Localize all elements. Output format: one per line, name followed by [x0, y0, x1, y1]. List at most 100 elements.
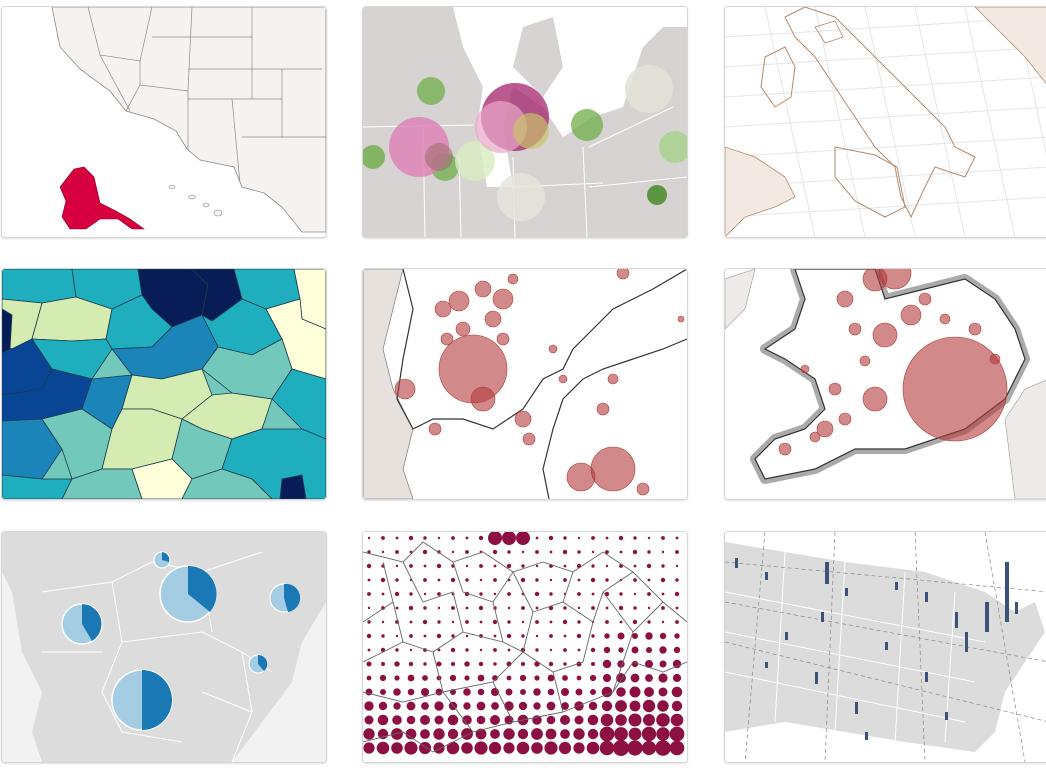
density-dot — [517, 728, 529, 740]
density-dot — [381, 620, 385, 624]
density-dot — [520, 577, 526, 583]
density-dot — [367, 606, 371, 610]
density-dot — [436, 563, 442, 569]
density-dot — [393, 702, 401, 710]
density-dot — [604, 591, 610, 597]
density-dot — [409, 634, 413, 638]
density-dot — [394, 591, 400, 597]
density-dot — [506, 563, 512, 569]
density-dot — [478, 605, 484, 611]
density-dot — [588, 701, 598, 711]
density-dot — [436, 661, 442, 667]
density-dot — [661, 606, 665, 610]
density-dot — [367, 536, 371, 540]
density-dot — [404, 741, 418, 755]
bubble-map-region — [363, 269, 687, 499]
density-dot — [437, 592, 441, 596]
density-dot — [521, 620, 525, 624]
map-thumbnail-proportional-bubbles[interactable] — [362, 268, 688, 500]
density-dot — [423, 662, 427, 666]
density-dot — [549, 620, 553, 624]
density-dot — [577, 592, 581, 596]
density-dot — [475, 728, 487, 740]
density-dot — [436, 633, 442, 639]
density-dot — [605, 606, 609, 610]
great-lakes-bubble-map — [363, 7, 687, 237]
density-dot — [643, 714, 655, 726]
map-thumbnail-italy-graticule[interactable] — [724, 6, 1046, 238]
density-dot — [422, 619, 428, 625]
density-dot — [645, 632, 653, 640]
density-dot — [534, 675, 540, 681]
density-dot — [461, 742, 473, 754]
density-dot — [533, 702, 541, 710]
density-dot — [363, 728, 375, 740]
density-dot — [659, 632, 667, 640]
density-dot — [379, 674, 387, 682]
density-dot — [603, 646, 611, 654]
density-dot — [591, 564, 595, 568]
density-dot — [647, 592, 651, 596]
density-dot — [433, 728, 445, 740]
density-dot — [675, 620, 679, 624]
density-dot — [591, 592, 595, 596]
density-dot — [407, 674, 415, 682]
density-dot — [367, 620, 371, 624]
density-dot — [605, 620, 609, 624]
density-dot — [395, 606, 399, 610]
us-spike-map — [725, 532, 1046, 762]
map-thumbnail-us-3d-bars[interactable] — [724, 531, 1046, 763]
density-dot — [629, 686, 641, 698]
density-dot — [393, 688, 401, 696]
map-thumbnail-uk-bubbles[interactable] — [724, 268, 1046, 500]
spike-bars — [735, 558, 1018, 740]
density-dot — [547, 688, 555, 696]
density-dot — [661, 536, 665, 540]
dot-grid-map — [363, 532, 687, 762]
density-dot — [421, 702, 429, 710]
density-dot — [381, 592, 385, 596]
map-thumbnail-great-lakes-bubbles[interactable] — [362, 6, 688, 238]
density-dot — [647, 606, 651, 610]
density-dot — [504, 701, 514, 711]
density-dot — [647, 550, 651, 554]
map-thumbnail-dot-density[interactable] — [362, 531, 688, 763]
density-dot — [575, 688, 583, 696]
density-dot — [409, 564, 413, 568]
density-dot — [392, 715, 402, 725]
density-dot — [381, 550, 385, 554]
density-dot — [531, 742, 543, 754]
map-thumbnail-choropleth-ylgnbu[interactable] — [1, 268, 327, 500]
density-dot — [646, 563, 652, 569]
density-dot — [493, 634, 497, 638]
density-dot — [602, 659, 612, 669]
density-dot — [465, 606, 469, 610]
density-dot — [507, 648, 511, 652]
density-dot — [604, 633, 610, 639]
density-dot — [502, 532, 516, 545]
density-dot — [446, 741, 460, 755]
density-dot — [408, 605, 414, 611]
density-dot — [423, 536, 427, 540]
density-dot — [641, 740, 657, 756]
density-dot — [395, 536, 399, 540]
density-dot — [507, 550, 511, 554]
density-dot — [535, 550, 539, 554]
density-dot — [533, 688, 541, 696]
density-dot — [423, 634, 427, 638]
density-dot — [433, 742, 445, 754]
density-dot — [505, 688, 513, 696]
density-dot — [391, 728, 403, 740]
density-dot — [405, 728, 417, 740]
map-thumbnail-us-alaska[interactable] — [1, 6, 327, 238]
density-dot — [646, 647, 652, 653]
density-dot — [675, 536, 679, 540]
density-dot — [577, 536, 581, 540]
density-dot — [503, 742, 515, 754]
density-dot — [549, 634, 553, 638]
map-thumbnail-spain-pies[interactable] — [1, 531, 327, 763]
density-dot — [561, 688, 569, 696]
density-dot — [674, 591, 680, 597]
density-dot — [409, 592, 413, 596]
density-dot — [476, 701, 486, 711]
